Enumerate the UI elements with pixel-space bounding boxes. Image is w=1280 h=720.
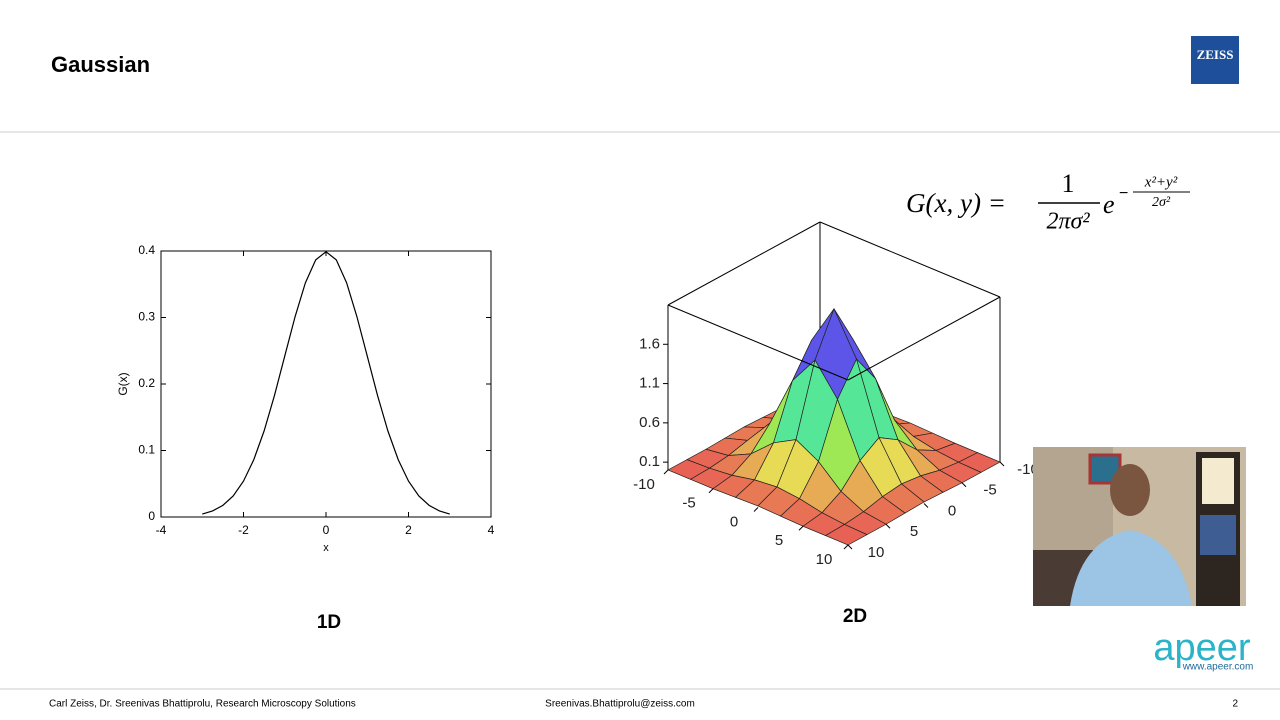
z-tick-label: 1.6 (639, 335, 660, 352)
y-tick-label: 0.2 (138, 376, 155, 390)
box-edge (819, 221, 1001, 298)
formula-sign: − (1119, 185, 1128, 202)
x-tick (708, 488, 714, 494)
footer-left: Carl Zeiss, Dr. Sreenivas Bhattiprolu, R… (49, 699, 356, 710)
x-tick-label: -2 (238, 523, 249, 537)
formula-lhs: G(x, y) = (906, 188, 1006, 218)
formula-num: 1 (1062, 169, 1075, 198)
y-tick (885, 523, 891, 529)
y-tick-label: 0 (948, 502, 956, 519)
x-tick (663, 469, 669, 475)
y-tick (999, 461, 1005, 467)
slide-title: Gaussian (51, 52, 150, 77)
z-tick-label: 0.1 (639, 453, 660, 470)
x-tick-label: 10 (816, 551, 833, 568)
logo-box (1191, 36, 1239, 84)
webcam (1033, 447, 1246, 606)
footer-page: 2 (1232, 699, 1238, 710)
formula-exp-num: x²+y² (1144, 174, 1178, 190)
x-tick-label: -5 (682, 495, 695, 512)
x-tick-label: 0 (323, 523, 330, 537)
formula-den: 2πσ² (1046, 209, 1090, 235)
y-tick (847, 544, 853, 550)
y-axis-label: G(x) (116, 372, 130, 395)
y-tick-label: 5 (910, 523, 918, 540)
brand-url: www.apeer.com (1182, 662, 1254, 673)
y-tick (961, 482, 967, 488)
y-tick-label: 0.4 (138, 243, 155, 257)
y-tick-label: -5 (983, 482, 996, 499)
curve (202, 250, 450, 515)
formula-base: e (1103, 190, 1115, 219)
logo-text: ZEISS (1197, 47, 1234, 62)
x-tick-label: 2 (405, 523, 412, 537)
plot-frame (160, 250, 492, 518)
caption-1d: 1D (317, 612, 341, 633)
box-edge (667, 221, 821, 306)
x-tick (843, 544, 849, 550)
caption-2d: 2D (843, 606, 867, 627)
x-tick-label: -10 (633, 476, 655, 493)
y-tick-label: 0 (148, 509, 155, 523)
x-tick (753, 507, 759, 512)
y-tick (923, 503, 929, 508)
x-axis-label: x (323, 542, 329, 554)
x-tick (798, 525, 804, 531)
y-tick-label: 10 (868, 544, 885, 561)
x-tick-label: 5 (775, 532, 783, 549)
x-tick-label: 0 (730, 513, 738, 530)
z-tick-label: 0.6 (639, 414, 660, 431)
x-tick-label: 4 (488, 523, 495, 537)
y-tick-label: 0.1 (138, 443, 155, 457)
brand-name: apeer (1153, 627, 1251, 669)
x-tick-label: -4 (156, 523, 167, 537)
z-tick-label: 1.1 (639, 375, 660, 392)
footer-center: Sreenivas.Bhattiprolu@zeiss.com (545, 699, 695, 710)
formula-exp-den: 2σ² (1152, 195, 1171, 210)
box-edge (847, 296, 1001, 381)
y-tick-label: 0.3 (138, 310, 155, 324)
box-edge (667, 304, 849, 381)
